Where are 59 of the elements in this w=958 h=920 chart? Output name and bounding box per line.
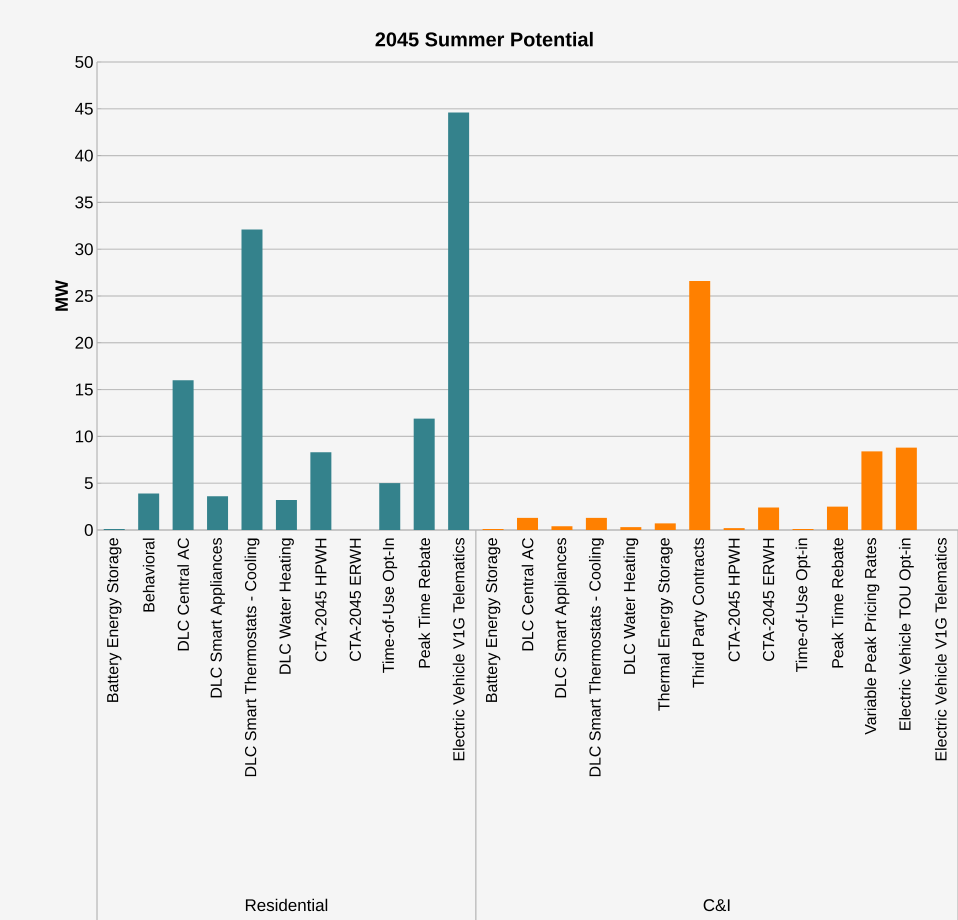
x-tick-label: CTA-2045 HPWH <box>315 538 327 662</box>
bar <box>620 527 642 530</box>
x-tick-label: Electric Vehicle V1G Telematics <box>452 538 464 760</box>
x-tick-label: DLC Water Heating <box>623 538 638 674</box>
x-tick-label: DLC Water Heating <box>279 538 294 674</box>
bar <box>758 508 780 530</box>
x-tick-label: DLC Smart Thermostats - Cooling <box>244 538 260 776</box>
y-tick-label: 30 <box>75 243 93 256</box>
bar <box>448 112 470 530</box>
x-tick-label: Time-of-Use Opt-In <box>382 538 398 673</box>
y-tick-label: 50 <box>75 56 93 68</box>
x-tick-label: Variable Peak Pricing Rates <box>864 538 880 735</box>
x-tick-label: Peak Time Rebate <box>418 538 430 668</box>
y-tick-label: 35 <box>75 196 93 208</box>
y-tick-label: 0 <box>84 524 93 536</box>
x-tick-label: Electric Vehicle V1G Telematics <box>934 538 947 760</box>
y-tick-label: 40 <box>75 150 93 162</box>
bar <box>586 518 607 530</box>
chart-title: 2045 Summer Potential <box>376 32 593 46</box>
text: Residential <box>246 898 328 912</box>
x-tick-label: DLC Central AC <box>177 538 189 650</box>
bar <box>654 523 676 530</box>
bar <box>689 281 710 530</box>
y-tick-label: 20 <box>76 336 93 349</box>
x-tick-label: DLC Smart Appliances <box>554 538 570 698</box>
bar <box>207 496 228 530</box>
x-tick-label: Behavioral <box>142 538 155 612</box>
x-tick-label: Electric Vehicle TOU Opt-in <box>898 538 914 730</box>
y-tick-label: 5 <box>84 477 93 490</box>
x-tick-label: Battery Energy Storage <box>107 538 122 702</box>
bar <box>276 500 297 530</box>
x-tick-label: Time-of-Use Opt-in <box>796 538 810 672</box>
bar <box>551 526 572 530</box>
x-tick-label: DLC Smart Appliances <box>210 538 225 698</box>
bar <box>826 506 848 530</box>
bar <box>241 230 262 530</box>
y-tick-label: 10 <box>76 430 93 442</box>
x-tick-label: DLC Smart Thermostats - Cooling <box>588 538 604 776</box>
bar <box>310 452 332 530</box>
y-tick-label: 45 <box>75 102 93 115</box>
bar <box>379 483 400 530</box>
x-tick-label: CTA-2045 ERWH <box>762 538 774 661</box>
bar <box>138 493 160 530</box>
y-tick-label: 15 <box>76 384 93 396</box>
text: C&I <box>704 899 730 912</box>
x-tick-label: Third Party Contracts <box>692 538 708 688</box>
x-tick-label: Peak Time Rebate <box>832 538 844 668</box>
x-tick-label: CTA-2045 HPWH <box>728 538 740 662</box>
x-tick-label: CTA-2045 ERWH <box>350 538 361 661</box>
y-tick-label: 25 <box>76 290 93 302</box>
bar <box>517 518 538 530</box>
bar <box>414 418 435 530</box>
x-tick-label: DLC Central AC <box>522 538 534 650</box>
bar <box>172 380 194 530</box>
bar <box>861 451 882 530</box>
y-axis-title: MW <box>55 280 68 311</box>
bar <box>896 448 917 530</box>
x-tick-label: Thermal Energy Storage <box>658 538 673 711</box>
x-tick-label: Battery Energy Storage <box>486 538 500 702</box>
